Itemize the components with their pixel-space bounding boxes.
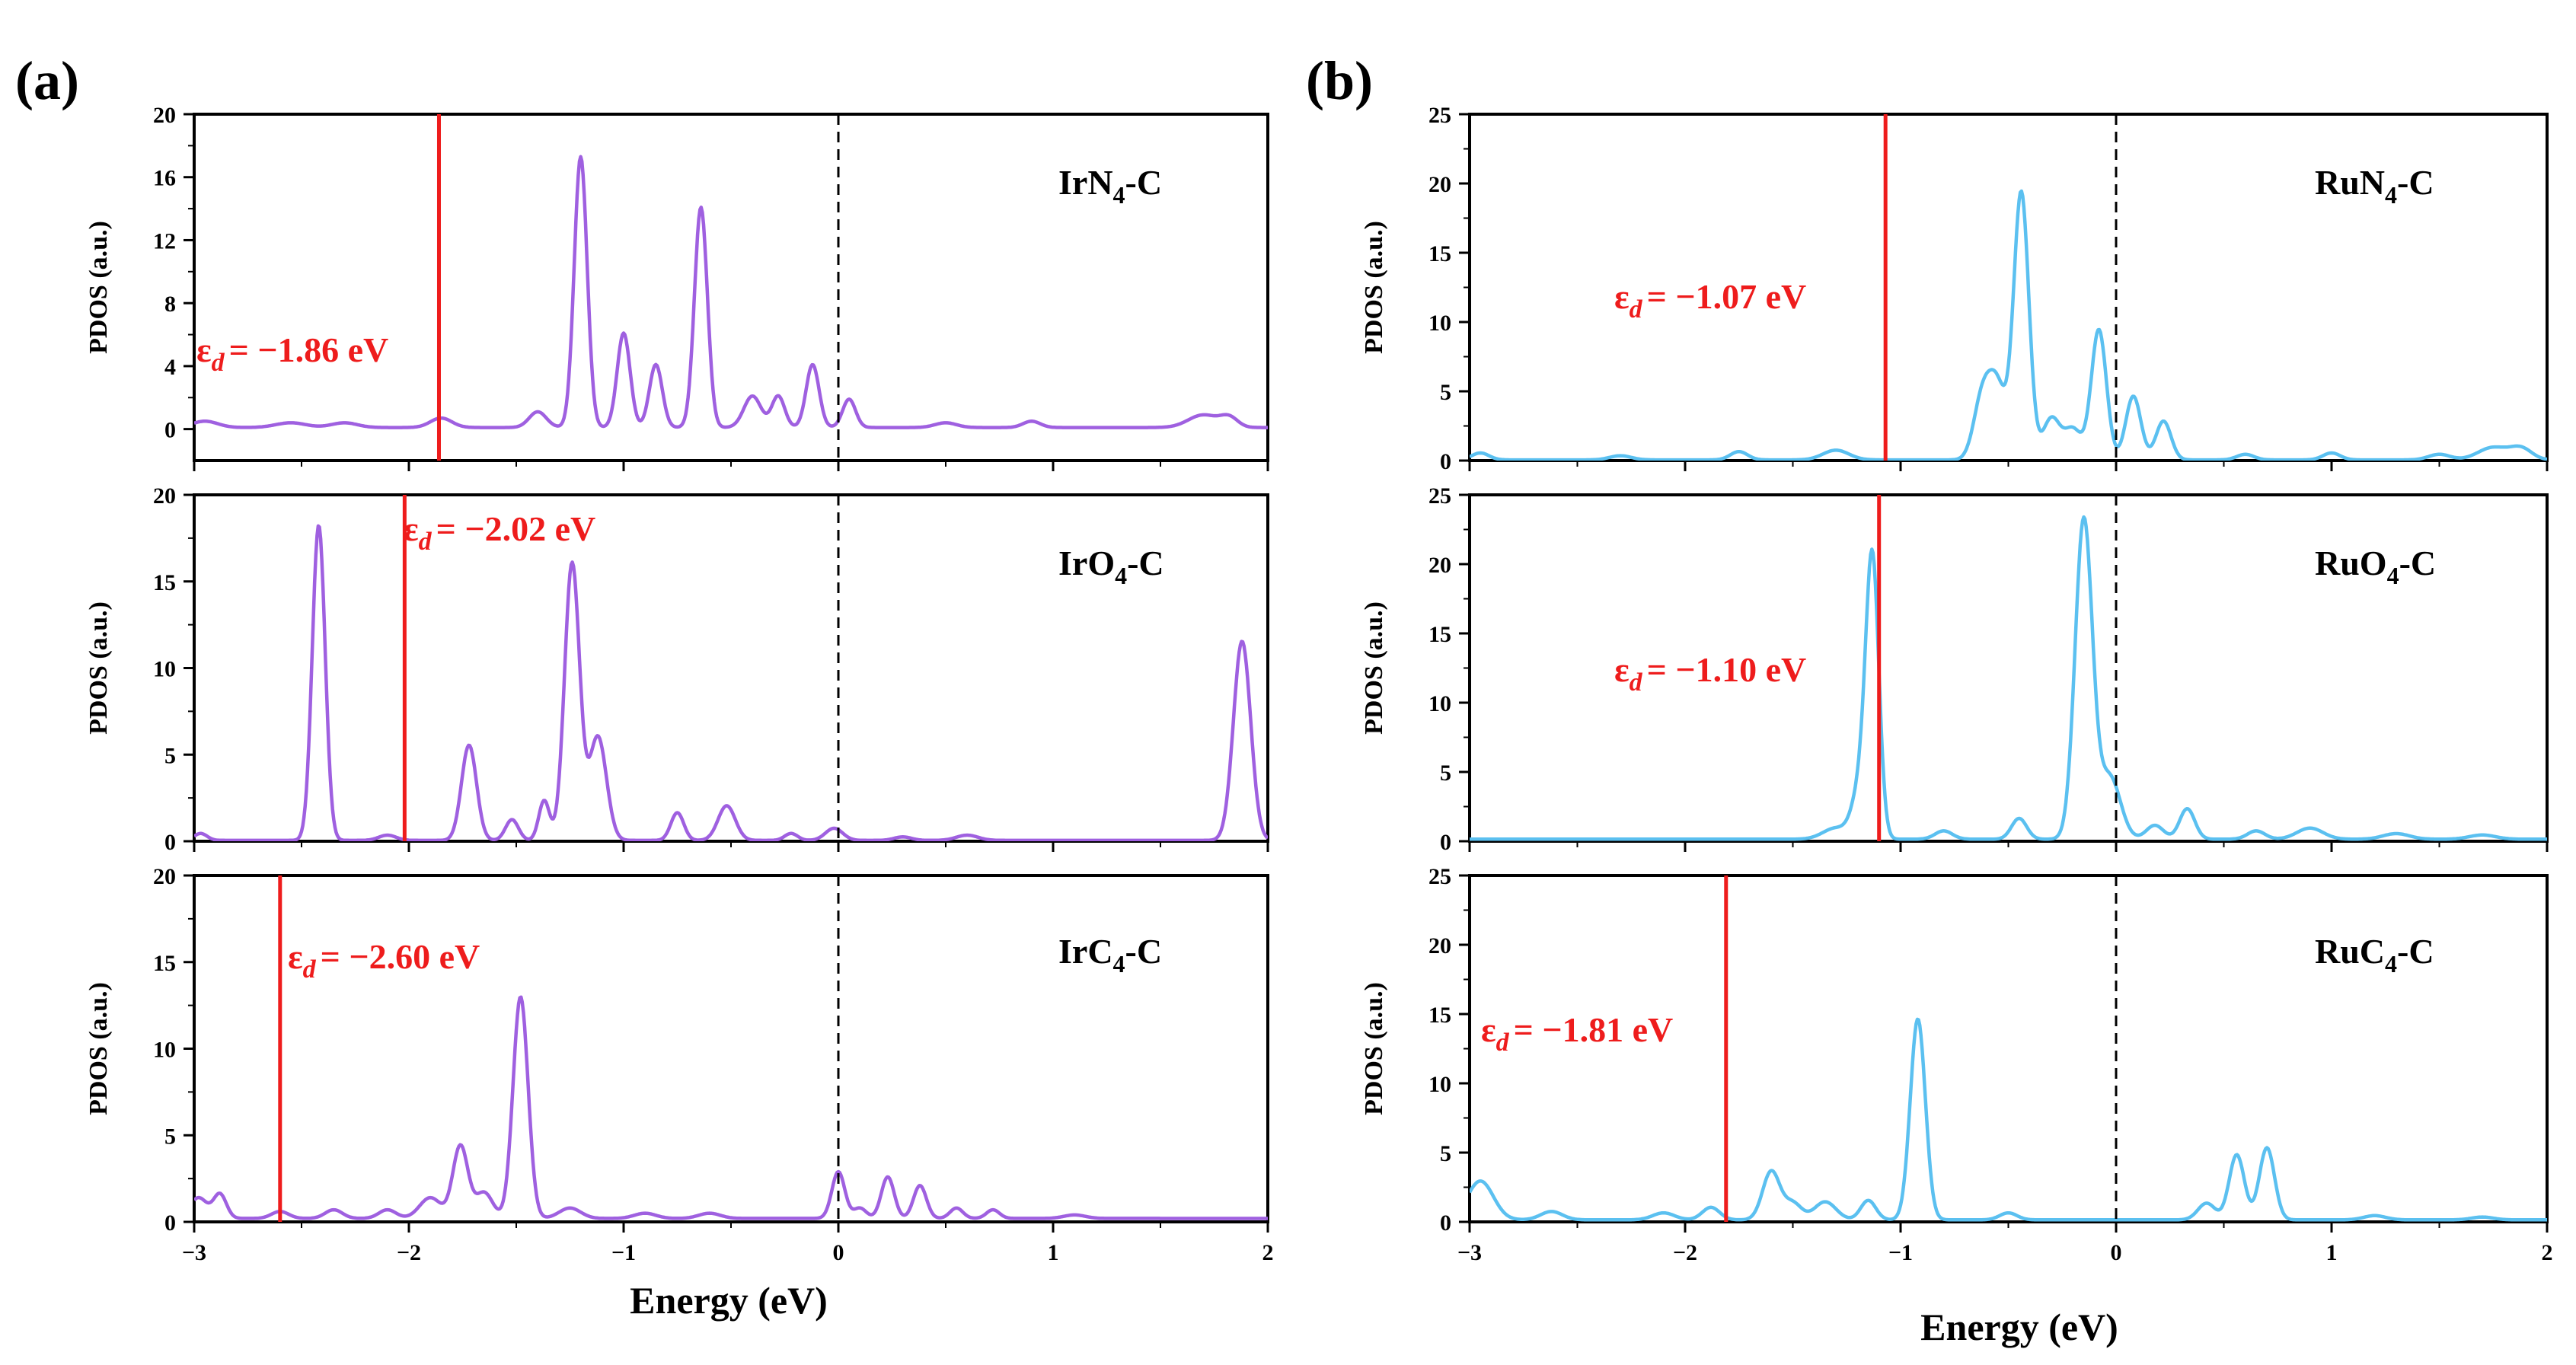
y-tick-label: 0: [164, 830, 176, 855]
y-tick-label: 20: [1428, 553, 1451, 578]
y-tick-label: 0: [1440, 449, 1451, 474]
axes-frame: [1468, 113, 2549, 462]
plot-IrC4-C: 0 5 10 15 20 −3 −2 −1 0 1 2 PDOS (a.u.) IrC4-C εd = −2…: [85, 864, 1274, 1265]
pdos-curve-IrC4-C: [194, 995, 1268, 1220]
d-band-center-label: εd = −1.81 eV: [1481, 1010, 1673, 1057]
x-tick-label: 1: [1048, 1240, 1059, 1265]
y-tick-label: 10: [1428, 1072, 1451, 1097]
axes-frame: [193, 874, 1269, 1223]
y-tick-label: 20: [153, 483, 176, 509]
plot-IrN4-C: 0 4 8 12 16 20 PDOS (a.u.) IrN4-C εd = −1.86 eV: [85, 103, 1269, 471]
pdos-curve-RuC4-C: [1470, 1017, 2547, 1222]
y-tick-label: 10: [1428, 311, 1451, 336]
y-tick-label: 10: [1428, 691, 1451, 716]
d-band-center-label: εd = −2.60 eV: [288, 937, 480, 984]
y-tick-label: 25: [1428, 864, 1451, 889]
y-tick-label: 15: [153, 570, 176, 595]
y-tick-label: 25: [1428, 483, 1451, 509]
x-tick-label: −2: [1673, 1240, 1697, 1265]
y-tick-label: 0: [1440, 830, 1451, 855]
x-tick-label: 2: [2542, 1240, 2553, 1265]
plot-RuO4-C: 0 5 10 15 20 25 PDOS (a.u.) RuO4-C εd = −1.10 eV: [1360, 483, 2549, 855]
y-tick-label: 15: [153, 951, 176, 976]
x-tick-label: 2: [1262, 1240, 1274, 1265]
y-axis-title: PDOS (a.u.): [1360, 221, 1388, 354]
y-tick-label: 12: [153, 228, 176, 254]
y-tick-label: 15: [1428, 622, 1451, 647]
y-axis-title: PDOS (a.u.): [1360, 982, 1388, 1115]
d-band-center-label: εd = −1.07 eV: [1614, 277, 1806, 324]
x-axis-title-b: Energy (eV): [1920, 1306, 2118, 1348]
x-tick-label: −2: [397, 1240, 421, 1265]
plot-RuC4-C: 0 5 10 15 20 25 −3 −2 −1 0 1 2 PDOS (a.u.) RuC4-C εd = …: [1360, 864, 2553, 1265]
y-tick-label: 0: [164, 418, 176, 443]
y-tick-label: 5: [164, 1124, 176, 1149]
system-label: RuO4-C: [2315, 544, 2436, 589]
system-label: IrO4-C: [1058, 544, 1164, 589]
d-band-center-label: εd = −1.86 eV: [196, 330, 388, 377]
y-tick-label: 10: [153, 657, 176, 682]
system-label: RuN4-C: [2315, 163, 2434, 209]
y-axis-title: PDOS (a.u.): [85, 221, 113, 354]
x-axis-title-a: Energy (eV): [630, 1279, 828, 1322]
y-tick-label: 8: [164, 292, 176, 317]
x-tick-label: 0: [833, 1240, 844, 1265]
y-tick-label: 20: [1428, 172, 1451, 197]
x-tick-label: −3: [1457, 1240, 1482, 1265]
system-label: IrC4-C: [1058, 932, 1162, 978]
y-tick-label: 10: [153, 1038, 176, 1063]
y-axis-title: PDOS (a.u.): [85, 601, 113, 735]
y-tick-label: 16: [153, 166, 176, 191]
d-band-center-label: εd = −1.10 eV: [1614, 650, 1806, 697]
y-tick-label: 20: [1428, 933, 1451, 958]
y-tick-label: 5: [1440, 1141, 1451, 1166]
x-tick-label: −1: [611, 1240, 636, 1265]
d-band-center-label: εd = −2.02 eV: [404, 509, 595, 556]
x-tick-label: −1: [1888, 1240, 1913, 1265]
x-tick-label: 0: [2111, 1240, 2122, 1265]
y-tick-label: 4: [164, 355, 176, 380]
y-tick-label: 0: [1440, 1210, 1451, 1236]
y-tick-label: 20: [153, 864, 176, 889]
panel-label-b: (b): [1306, 50, 1373, 111]
y-tick-label: 15: [1428, 1003, 1451, 1028]
x-tick-label: 1: [2326, 1240, 2338, 1265]
x-tick-label: −3: [182, 1240, 206, 1265]
y-axis-title: PDOS (a.u.): [85, 982, 113, 1115]
y-tick-label: 5: [1440, 380, 1451, 405]
y-tick-label: 25: [1428, 103, 1451, 128]
y-tick-label: 5: [164, 743, 176, 768]
y-tick-label: 15: [1428, 241, 1451, 266]
system-label: IrN4-C: [1058, 163, 1162, 209]
y-tick-label: 0: [164, 1210, 176, 1236]
pdos-curve-RuO4-C: [1470, 515, 2547, 841]
y-tick-label: 5: [1440, 761, 1451, 786]
pdos-curve-IrN4-C: [194, 155, 1268, 429]
plot-IrO4-C: 0 5 10 15 20 PDOS (a.u.) IrO4-C εd = −2.02 eV: [85, 483, 1269, 855]
pdos-curve-RuN4-C: [1470, 189, 2547, 461]
panel-label-a: (a): [15, 50, 79, 111]
plot-RuN4-C: 0 5 10 15 20 25 PDOS (a.u.) RuN4-C εd = −1.07 eV: [1360, 103, 2549, 474]
system-label: RuC4-C: [2315, 932, 2434, 978]
y-tick-label: 20: [153, 103, 176, 128]
y-axis-title: PDOS (a.u.): [1360, 601, 1388, 735]
pdos-curve-IrO4-C: [194, 524, 1268, 841]
